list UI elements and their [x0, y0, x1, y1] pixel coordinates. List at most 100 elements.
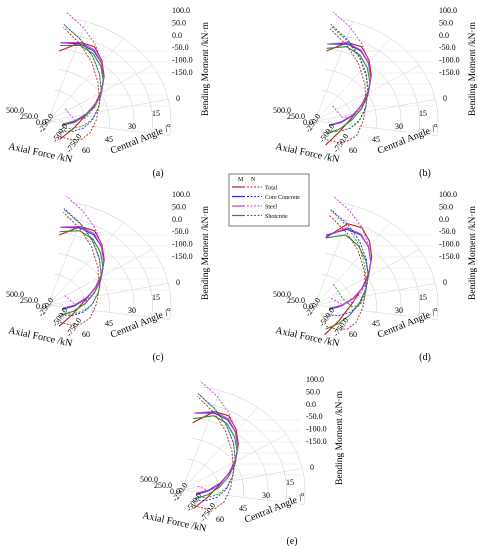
grid-spoke [47, 283, 169, 306]
axial-tick-label: 250.0 [287, 112, 305, 121]
series-line-shotcrete-m [60, 44, 104, 127]
moment-tick-label: -50.0 [172, 43, 189, 52]
grid-arc [69, 17, 172, 136]
series-line-steel-n [197, 380, 239, 492]
moment-axis-title: Bending Moment /kN·m [468, 205, 478, 300]
axial-tick-label: 250.0 [20, 112, 38, 121]
moment-tick-label: 0.0 [439, 31, 449, 40]
moment-axis-title: Bending Moment /kN·m [201, 205, 211, 300]
series-line-shotcrete-m [193, 415, 238, 500]
grid-spoke [181, 468, 303, 491]
panel-1: 100.0 50.0 0.0 -50.0 -100.0 -150.0 0 15 30 45 60 50… [6, 6, 211, 179]
grid-arc [62, 232, 135, 316]
grid-arc [325, 253, 377, 313]
moment-tick-label: 50.0 [439, 202, 453, 211]
angle-tick-label: 60 [349, 146, 357, 155]
axial-tick-label: 500.0 [6, 106, 24, 115]
legend-item-label: Steel [265, 205, 277, 211]
grid-arc [200, 402, 287, 503]
axial-tick-label: -750.0 [331, 316, 350, 338]
grid-spoke [314, 283, 436, 306]
angle-tick-label: 45 [239, 504, 247, 513]
series-line-core-concrete-n [328, 208, 369, 316]
axial-tick-label: 500.0 [6, 290, 24, 299]
moment-axis-title: Bending Moment /kN·m [201, 21, 211, 116]
angle-axis-title: Central Angle /° [109, 122, 173, 157]
moment-tick-label: -50.0 [306, 412, 323, 421]
axial-tick-label: -750.0 [64, 132, 83, 154]
moment-tick-label: 0.0 [172, 31, 182, 40]
axial-tick-label: 500.0 [273, 106, 291, 115]
angle-tick-label: 60 [82, 330, 90, 339]
angle-tick-label: 60 [82, 146, 90, 155]
angle-tick-label: 0 [176, 278, 180, 287]
moment-tick-label: 0.0 [172, 215, 182, 224]
legend-item-label: Core Concrete [265, 195, 300, 201]
moment-axis-title: Bending Moment /kN·m [335, 390, 345, 485]
angle-tick-label: 30 [128, 122, 136, 131]
grid-spoke [181, 407, 258, 491]
grid-arc [62, 48, 135, 132]
moment-tick-label: -100.0 [439, 240, 460, 249]
angle-tick-label: 0 [443, 278, 447, 287]
moment-tick-label: -100.0 [439, 56, 460, 65]
panel-label: (d) [419, 352, 431, 363]
axial-tick-label: -750.0 [198, 501, 217, 523]
grid-spoke [314, 222, 391, 306]
grid-arc [66, 33, 153, 134]
moment-tick-label: -150.0 [172, 252, 193, 261]
angle-tick-label: 30 [128, 306, 136, 315]
series-line-core-concrete-n [61, 208, 102, 316]
moment-tick-label: 50.0 [172, 18, 186, 27]
angle-tick-label: 30 [395, 306, 403, 315]
grid-arc [333, 33, 420, 134]
grid-arc [333, 217, 420, 318]
axial-tick-label: 250.0 [20, 296, 38, 305]
series-line-total-n [59, 211, 100, 326]
grid-spoke [314, 99, 436, 122]
grid-arc [196, 417, 269, 501]
grid-arc [54, 273, 86, 310]
panel-2: 100.0 50.0 0.0 -50.0 -100.0 -150.0 0 15 30 45 60 50… [273, 6, 478, 179]
series-line-shotcrete-n [61, 24, 102, 130]
axial-tick-label: 500.0 [140, 475, 158, 484]
series-line-shotcrete-n [195, 393, 236, 499]
axial-tick-label: 0.0 [303, 302, 313, 311]
axial-axis-title: Axial Force /kN [7, 141, 73, 165]
angle-tick-label: 60 [216, 515, 224, 524]
moment-axis-title: Bending Moment /kN·m [468, 21, 478, 116]
panels: 100.0 50.0 0.0 -50.0 -100.0 -150.0 0 15 30 45 60 50… [6, 6, 478, 547]
moment-tick-label: 100.0 [439, 190, 457, 199]
grid-arc [325, 69, 377, 129]
series-line-core-concrete-n [328, 24, 369, 132]
legend: M N Total Core Concrete Steel Shotcrete [228, 173, 310, 227]
angle-tick-label: 60 [349, 330, 357, 339]
axial-tick-label: -500.0 [317, 306, 336, 328]
moment-tick-label: 0.0 [439, 215, 449, 224]
series-line-shotcrete-m [325, 234, 369, 330]
angle-tick-label: 45 [105, 135, 113, 144]
series-line-steel-n [332, 11, 372, 118]
moment-tick-label: -150.0 [439, 252, 460, 261]
series-line-total-n [59, 26, 100, 141]
angle-tick-label: 0 [176, 94, 180, 103]
angle-axis-title: Central Angle /° [243, 491, 307, 526]
series-line-shotcrete-n [330, 209, 367, 307]
moment-tick-label: 100.0 [306, 375, 324, 384]
panel-5: 100.0 50.0 0.0 -50.0 -100.0 -150.0 0 15 30 45 60 50… [140, 375, 345, 547]
series-line-steel-n [64, 11, 105, 121]
moment-tick-label: -150.0 [439, 68, 460, 77]
series-line-core-concrete-n [195, 393, 236, 501]
axial-tick-label: -500.0 [50, 306, 69, 328]
axial-tick-label: -750.0 [331, 132, 350, 154]
panel-label: (e) [286, 536, 297, 547]
moment-tick-label: 100.0 [439, 6, 457, 15]
axial-tick-label: -500.0 [317, 122, 336, 144]
legend-header-n: N [251, 177, 256, 183]
axial-axis-title: Axial Force /kN [141, 510, 207, 534]
series-line-total-n [193, 395, 234, 510]
angle-tick-label: 0 [443, 94, 447, 103]
grid-arc [321, 89, 353, 126]
grid-arc [58, 69, 110, 129]
angle-tick-label: 0 [310, 463, 314, 472]
